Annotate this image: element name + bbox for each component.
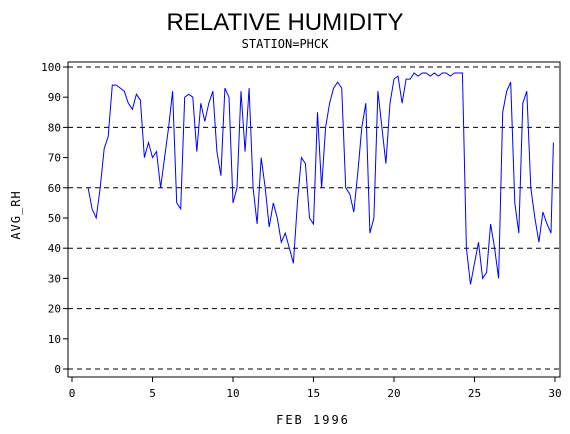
x-axis-label: FEB 1996 bbox=[276, 413, 350, 427]
y-tick-label: 60 bbox=[48, 182, 61, 195]
y-tick-label: 10 bbox=[48, 333, 61, 346]
y-tick-label: 80 bbox=[48, 121, 61, 134]
x-tick-label: 15 bbox=[307, 387, 320, 400]
y-tick-label: 90 bbox=[48, 91, 61, 104]
x-tick-label: 0 bbox=[69, 387, 76, 400]
chart-subtitle: STATION=PHCK bbox=[242, 37, 329, 51]
y-tick-label: 20 bbox=[48, 303, 61, 316]
data-line bbox=[87, 72, 554, 285]
y-tick-label: 100 bbox=[41, 61, 61, 74]
y-tick-label: 70 bbox=[48, 152, 61, 165]
chart-title: RELATIVE HUMIDITY bbox=[167, 9, 404, 36]
x-tick-label: 20 bbox=[387, 387, 400, 400]
x-tick-label: 10 bbox=[226, 387, 239, 400]
x-tick-label: 30 bbox=[548, 387, 561, 400]
y-axis-label: AVG_RH bbox=[9, 190, 23, 239]
x-tick-label: 5 bbox=[149, 387, 156, 400]
y-tick-label: 50 bbox=[48, 212, 61, 225]
x-tick-label: 25 bbox=[468, 387, 481, 400]
y-tick-label: 0 bbox=[54, 363, 61, 376]
y-tick-label: 40 bbox=[48, 242, 61, 255]
y-tick-label: 30 bbox=[48, 272, 61, 285]
